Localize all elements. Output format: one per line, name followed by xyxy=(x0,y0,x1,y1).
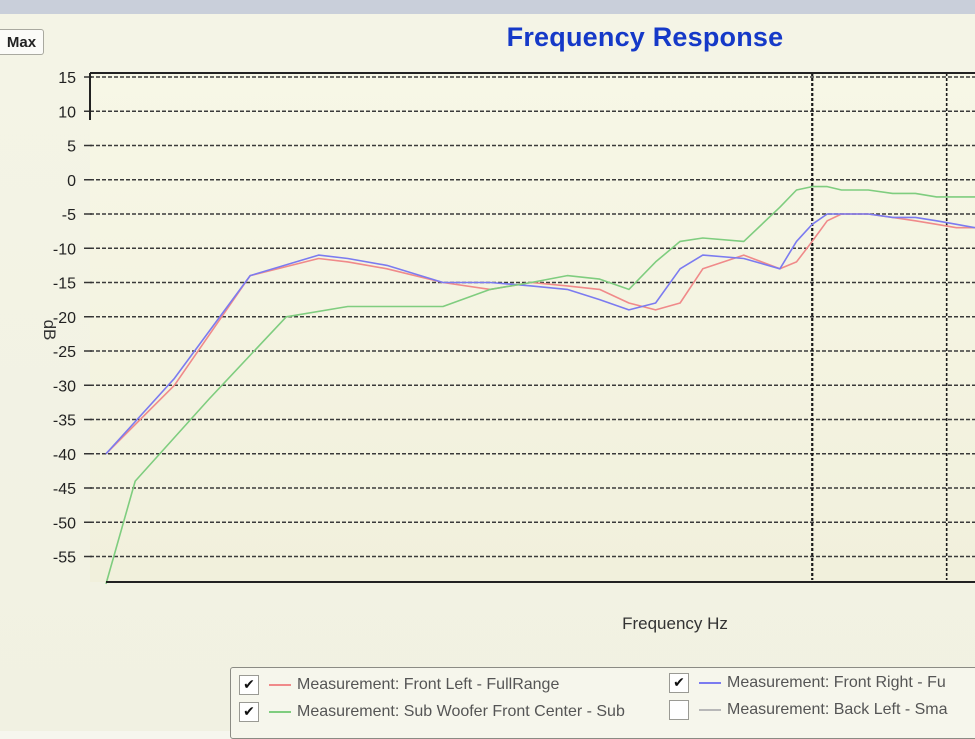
legend-checkbox-sub-woofer[interactable]: ✔ xyxy=(239,702,259,722)
chart-title: Frequency Response xyxy=(506,22,784,52)
y-tick-label: -55 xyxy=(53,550,76,567)
y-tick-label: -35 xyxy=(53,413,76,430)
legend: ✔ Measurement: Front Left - FullRange ✔ … xyxy=(230,667,975,739)
grid xyxy=(90,76,975,558)
y-tick-label: -40 xyxy=(53,447,76,464)
legend-item-back-left[interactable]: Measurement: Back Left - Sma xyxy=(669,699,948,721)
chart-svg: 15 10 5 0 -5 -10 -15 -20 -25 -30 -35 -40 -45 -50 -55 d… xyxy=(40,70,975,585)
legend-label: Measurement: Back Left - Sma xyxy=(727,701,948,718)
y-tick-label: 10 xyxy=(58,104,76,121)
legend-swatch xyxy=(269,684,291,686)
y-tick-label: -30 xyxy=(53,378,76,395)
y-tick-label: -50 xyxy=(53,515,76,532)
legend-checkbox-front-left[interactable]: ✔ xyxy=(239,675,259,695)
y-tick-label: -25 xyxy=(53,344,76,361)
legend-swatch xyxy=(269,711,291,713)
y-axis-label: dB xyxy=(40,320,59,341)
legend-swatch xyxy=(699,709,721,711)
legend-item-front-right[interactable]: ✔ Measurement: Front Right - Fu xyxy=(669,672,946,694)
window-top-bar xyxy=(0,0,975,14)
y-tick-label: 5 xyxy=(67,139,76,156)
legend-swatch xyxy=(699,682,721,684)
y-tick-label: -20 xyxy=(53,310,76,327)
y-tick-label: 15 xyxy=(58,70,76,87)
series-line-2 xyxy=(105,185,975,585)
legend-checkbox-back-left[interactable] xyxy=(669,700,689,720)
series xyxy=(105,185,975,585)
legend-checkbox-front-right[interactable]: ✔ xyxy=(669,673,689,693)
legend-label: Measurement: Front Right - Fu xyxy=(727,674,946,691)
plot-area xyxy=(90,72,975,582)
series-line-1 xyxy=(105,213,975,455)
y-tick-label: -45 xyxy=(53,481,76,498)
y-tick-label: 0 xyxy=(67,173,76,190)
x-axis-label: Frequency Hz xyxy=(622,614,728,633)
legend-item-sub-woofer[interactable]: ✔ Measurement: Sub Woofer Front Center -… xyxy=(239,701,625,723)
legend-label: Measurement: Front Left - FullRange xyxy=(297,676,560,693)
y-tick-label: -15 xyxy=(53,276,76,293)
legend-label: Measurement: Sub Woofer Front Center - S… xyxy=(297,703,625,720)
legend-item-front-left[interactable]: ✔ Measurement: Front Left - FullRange xyxy=(239,674,559,696)
y-axis-ticks: 15 10 5 0 -5 -10 -15 -20 -25 -30 -35 -40 -45 -50 -55 xyxy=(53,70,92,567)
y-tick-label: -10 xyxy=(53,241,76,258)
max-button[interactable]: Max xyxy=(0,29,44,55)
frequency-gridlines xyxy=(811,73,948,580)
y-tick-label: -5 xyxy=(62,207,76,224)
